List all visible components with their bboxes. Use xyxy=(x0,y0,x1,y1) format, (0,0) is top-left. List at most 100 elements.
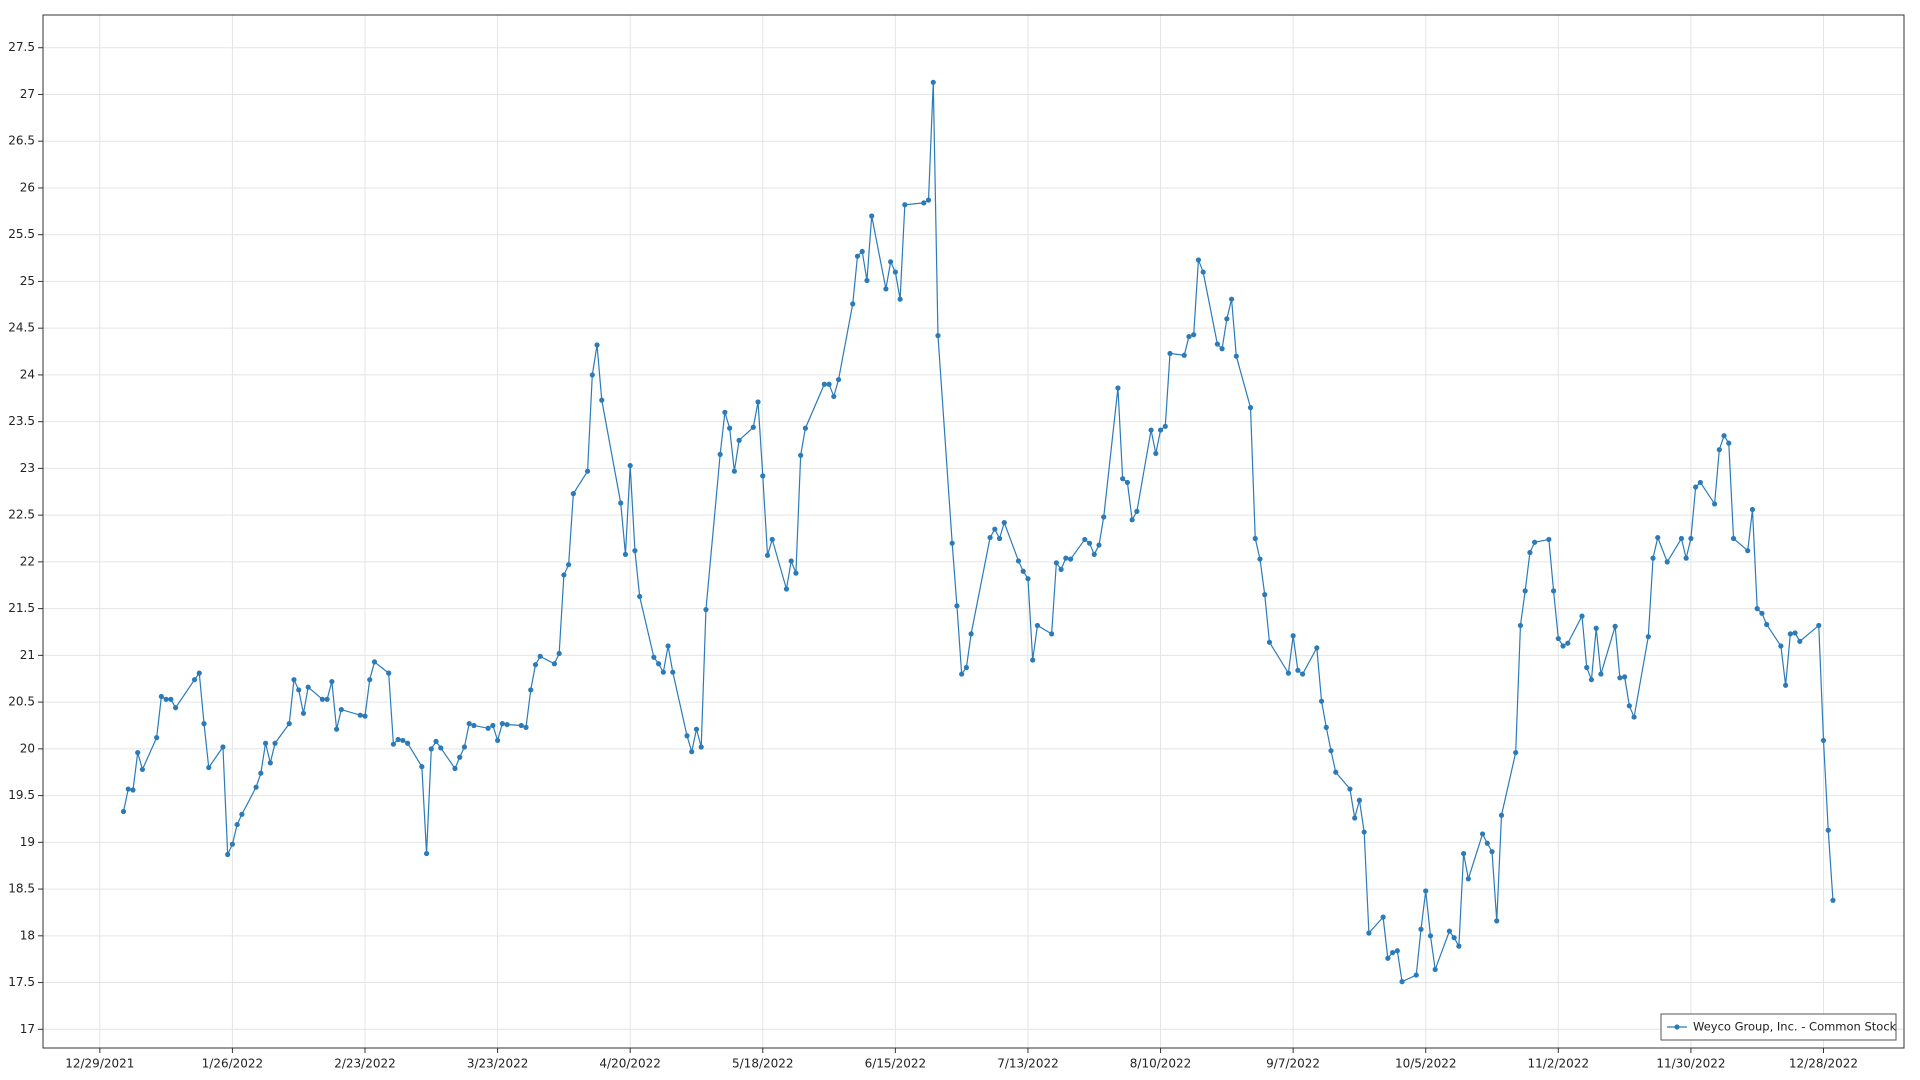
data-point xyxy=(1058,566,1064,572)
data-point xyxy=(1489,849,1495,855)
data-point xyxy=(1598,671,1604,677)
data-point xyxy=(272,740,278,746)
data-point xyxy=(1101,514,1107,520)
data-point xyxy=(362,713,368,719)
data-point xyxy=(267,760,273,766)
data-point xyxy=(1759,610,1765,616)
data-point xyxy=(163,696,169,702)
data-point xyxy=(1247,405,1254,411)
data-point xyxy=(201,721,207,727)
data-point xyxy=(670,669,676,675)
data-point xyxy=(1584,664,1590,671)
data-point xyxy=(1295,667,1301,673)
data-point xyxy=(504,721,510,728)
data-point xyxy=(1423,888,1429,894)
data-point xyxy=(1063,555,1069,561)
data-point xyxy=(854,253,861,259)
data-point xyxy=(457,754,463,760)
data-point xyxy=(1830,897,1836,903)
data-point xyxy=(722,409,728,415)
data-point xyxy=(1186,333,1192,340)
data-point xyxy=(1546,536,1552,543)
y-tick-label: 22.5 xyxy=(8,508,35,522)
data-point xyxy=(1096,542,1102,548)
data-point xyxy=(1366,930,1372,936)
data-point xyxy=(1200,269,1206,275)
data-point xyxy=(1214,341,1220,347)
data-point xyxy=(1356,797,1363,803)
data-point xyxy=(253,784,259,790)
data-point xyxy=(1792,630,1798,636)
data-point xyxy=(196,670,202,676)
plot-frame xyxy=(42,14,1905,1049)
data-point xyxy=(386,670,392,676)
data-point xyxy=(537,653,543,659)
data-point xyxy=(727,425,733,431)
data-point xyxy=(769,536,775,543)
data-point xyxy=(566,562,572,568)
data-point xyxy=(1451,935,1457,941)
data-point xyxy=(788,558,794,564)
x-tick-label: 10/5/2022 xyxy=(1395,1057,1457,1071)
data-point xyxy=(1622,674,1628,680)
data-point xyxy=(423,850,430,857)
data-point xyxy=(1115,385,1121,391)
data-point xyxy=(693,726,700,732)
data-point xyxy=(589,372,595,378)
x-tick-label: 12/29/2021 xyxy=(65,1057,134,1071)
data-point xyxy=(324,696,330,702)
x-tick-label: 8/10/2022 xyxy=(1130,1057,1192,1071)
data-point xyxy=(963,664,969,671)
data-point xyxy=(954,603,960,609)
data-point xyxy=(1688,535,1694,542)
data-point xyxy=(1555,635,1561,642)
data-point xyxy=(949,540,955,546)
data-point xyxy=(291,677,297,683)
data-point xyxy=(1716,447,1722,453)
data-point xyxy=(400,737,406,744)
data-point xyxy=(651,654,657,660)
data-point xyxy=(968,631,974,637)
data-point xyxy=(921,200,927,206)
y-tick-label: 24 xyxy=(20,367,35,381)
data-point xyxy=(1721,433,1727,439)
data-point xyxy=(1693,484,1699,490)
data-point xyxy=(1745,548,1751,554)
data-point xyxy=(395,736,401,743)
data-point xyxy=(220,744,226,750)
data-point xyxy=(655,661,662,667)
data-point xyxy=(1086,540,1093,546)
data-point xyxy=(1617,675,1623,681)
data-point xyxy=(1290,633,1296,639)
data-point xyxy=(300,710,307,716)
data-point xyxy=(438,745,444,751)
data-point xyxy=(1082,536,1088,543)
data-point xyxy=(1787,631,1793,637)
data-point xyxy=(1361,829,1367,835)
data-point xyxy=(490,722,496,729)
data-point xyxy=(1820,737,1827,744)
data-point xyxy=(821,381,827,387)
legend-label: Weyco Group, Inc. - Common Stock xyxy=(1693,1020,1897,1034)
data-point xyxy=(405,740,411,746)
data-point xyxy=(1565,640,1571,646)
y-tick-label: 20 xyxy=(20,741,35,755)
data-point xyxy=(262,740,269,746)
data-point xyxy=(1484,840,1490,846)
y-tick-label: 19 xyxy=(20,835,35,849)
data-point xyxy=(992,526,998,532)
data-point xyxy=(1527,549,1533,556)
data-point xyxy=(1001,520,1007,526)
data-point xyxy=(419,764,425,770)
data-point xyxy=(637,593,643,600)
data-point xyxy=(703,606,709,613)
data-point xyxy=(627,462,633,469)
data-point xyxy=(135,749,141,756)
data-point xyxy=(1252,535,1258,542)
data-point xyxy=(551,661,558,667)
data-point xyxy=(1413,972,1419,978)
y-tick-label: 22 xyxy=(20,554,35,568)
data-point xyxy=(286,721,292,727)
x-tick-label: 1/26/2022 xyxy=(202,1057,264,1071)
